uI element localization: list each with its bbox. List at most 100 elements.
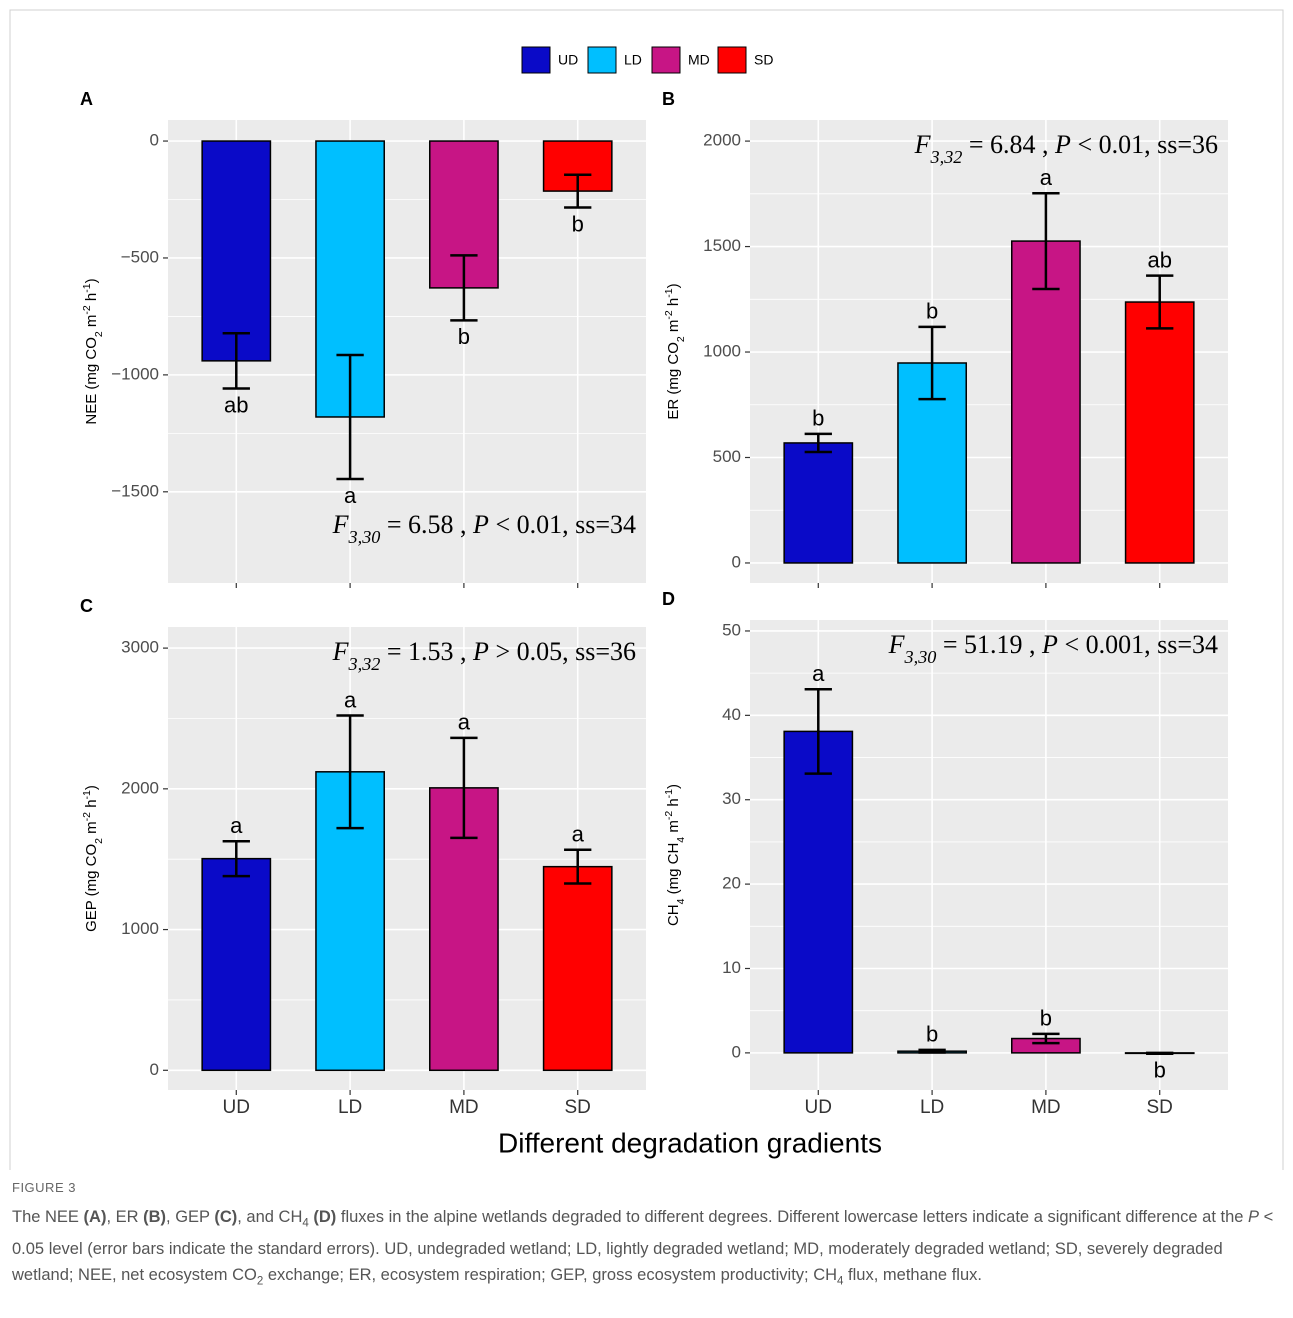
panel-label: C bbox=[80, 596, 93, 616]
legend-swatch bbox=[651, 46, 681, 74]
caption-part: (C) bbox=[214, 1208, 238, 1226]
text-part: P bbox=[1054, 130, 1071, 159]
text-part: m bbox=[83, 821, 100, 838]
significance-letter: ab bbox=[1147, 247, 1171, 272]
legend-label: LD bbox=[624, 52, 642, 68]
text-part: = 6.84 , bbox=[962, 130, 1055, 159]
caption-part: fluxes in the alpine wetlands degraded t… bbox=[336, 1208, 1249, 1226]
significance-letter: ab bbox=[224, 392, 248, 417]
bar bbox=[783, 730, 854, 1054]
legend-label: SD bbox=[754, 52, 773, 68]
text-part: 4 bbox=[675, 837, 687, 843]
text-part: m bbox=[665, 320, 682, 337]
caption-part: (D) bbox=[313, 1208, 337, 1226]
text-part: -2 bbox=[81, 812, 93, 821]
caption-part: The NEE bbox=[12, 1208, 84, 1226]
x-tick-label: MD bbox=[449, 1097, 479, 1118]
significance-letter: a bbox=[1040, 165, 1053, 190]
text-part: (mg CH bbox=[665, 843, 682, 899]
text-part: 2 bbox=[93, 331, 105, 337]
bar bbox=[201, 140, 272, 362]
caption-part: 4 bbox=[837, 1275, 844, 1288]
text-part: F bbox=[332, 510, 350, 539]
y-tick-label: 2000 bbox=[703, 131, 741, 150]
panel-label: B bbox=[662, 89, 675, 109]
legend-swatch bbox=[717, 46, 747, 74]
text-part: NEE (mg CO bbox=[83, 337, 100, 425]
x-tick-label: UD bbox=[223, 1097, 250, 1118]
text-part: 3,32 bbox=[348, 654, 381, 674]
text-part: CH bbox=[665, 904, 682, 926]
significance-letter: b bbox=[812, 406, 824, 431]
text-part: 2 bbox=[675, 336, 687, 342]
x-tick-label: LD bbox=[920, 1097, 944, 1118]
y-tick-label: 0 bbox=[150, 1060, 159, 1079]
caption-part: exchange; ER, ecosystem respiration; GEP… bbox=[263, 1266, 838, 1285]
text-part: < 0.01, ss=36 bbox=[1071, 130, 1218, 159]
y-tick-label: 3000 bbox=[121, 638, 159, 657]
text-part: > 0.05, ss=36 bbox=[489, 637, 636, 666]
text-part: -1 bbox=[663, 288, 675, 297]
text-part: GEP (mg CO bbox=[83, 844, 100, 932]
y-tick-label: 500 bbox=[713, 447, 741, 466]
text-part: F bbox=[332, 637, 350, 666]
x-tick-label: SD bbox=[565, 1097, 591, 1118]
text-part: h bbox=[665, 298, 682, 311]
y-tick-label: −1000 bbox=[111, 364, 159, 383]
significance-letter: b bbox=[1040, 1006, 1052, 1031]
y-tick-label: 20 bbox=[722, 874, 741, 893]
text-part: -1 bbox=[81, 283, 93, 292]
text-part: 3,30 bbox=[904, 647, 937, 667]
caption-part: flux, methane flux. bbox=[843, 1266, 982, 1285]
caption-part: 4 bbox=[302, 1217, 309, 1230]
significance-letter: b bbox=[926, 1022, 938, 1047]
bar bbox=[1124, 301, 1195, 564]
caption-label: FIGURE 3 bbox=[12, 1180, 76, 1195]
caption-part: , GEP bbox=[166, 1208, 215, 1226]
y-tick-label: 0 bbox=[150, 131, 159, 150]
text-part: < 0.01, ss=34 bbox=[489, 510, 636, 539]
y-tick-label: −1500 bbox=[111, 481, 159, 500]
y-tick-label: 40 bbox=[722, 705, 741, 724]
text-part: < 0.001, ss=34 bbox=[1058, 630, 1218, 659]
significance-letter: b bbox=[572, 211, 584, 236]
x-tick-label: LD bbox=[338, 1097, 362, 1118]
y-axis-title: GEP (mg CO2 m-2 h-1) bbox=[81, 785, 105, 932]
significance-letter: a bbox=[344, 687, 357, 712]
y-axis-title: ER (mg CO2 m-2 h-1) bbox=[663, 283, 687, 419]
bar bbox=[1011, 240, 1081, 564]
text-part: m bbox=[83, 315, 100, 332]
x-tick-label: MD bbox=[1031, 1097, 1061, 1118]
bar bbox=[783, 442, 854, 564]
text-part: ) bbox=[83, 785, 100, 790]
text-part: ) bbox=[665, 283, 682, 288]
significance-letter: a bbox=[572, 822, 585, 847]
text-part: -1 bbox=[663, 789, 675, 798]
text-part: = 51.19 , bbox=[936, 630, 1042, 659]
text-part: ) bbox=[665, 784, 682, 789]
y-tick-label: 1000 bbox=[121, 919, 159, 938]
y-tick-label: 0 bbox=[732, 552, 741, 571]
significance-letter: a bbox=[344, 483, 357, 508]
text-part: -1 bbox=[81, 790, 93, 799]
stat-annotation: F3,30 = 6.58 , P < 0.01, ss=34 bbox=[332, 510, 636, 547]
y-tick-label: 10 bbox=[722, 958, 741, 977]
x-tick-label: UD bbox=[805, 1097, 832, 1118]
text-part: m bbox=[665, 820, 682, 837]
caption-part: (A) bbox=[83, 1208, 107, 1226]
text-part: h bbox=[665, 798, 682, 811]
significance-letter: b bbox=[1154, 1058, 1166, 1083]
y-tick-label: 2000 bbox=[121, 778, 159, 797]
text-part: 4 bbox=[675, 898, 687, 904]
legend-label: UD bbox=[558, 52, 578, 68]
x-axis-title: Different degradation gradients bbox=[498, 1127, 882, 1158]
text-part: = 6.58 , bbox=[380, 510, 473, 539]
text-part: P bbox=[472, 510, 489, 539]
bar bbox=[542, 865, 613, 1072]
text-part: h bbox=[83, 293, 100, 306]
caption-part: 2 bbox=[256, 1275, 264, 1288]
text-part: 2 bbox=[93, 838, 105, 844]
panel-label: D bbox=[662, 589, 675, 609]
significance-letter: b bbox=[458, 324, 470, 349]
